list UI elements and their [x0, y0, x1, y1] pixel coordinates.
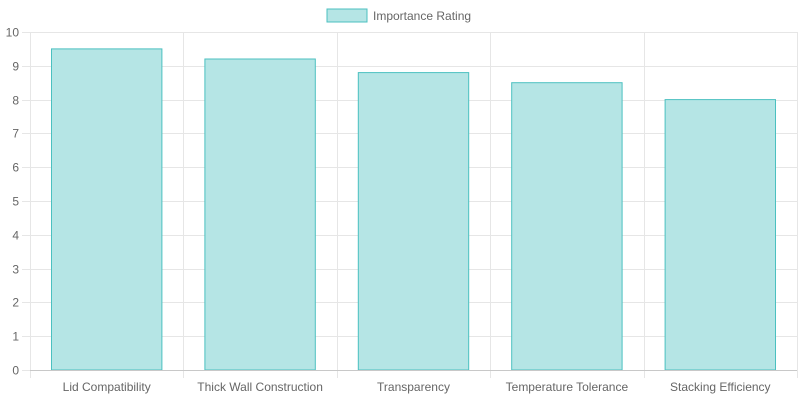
bar[interactable]: [664, 99, 776, 371]
y-tick-label: 10: [6, 26, 20, 40]
bars: [51, 48, 776, 371]
legend-label[interactable]: Importance Rating: [373, 9, 471, 23]
x-tick-labels: Lid Compatibility Thick Wall Construction…: [63, 380, 771, 394]
x-tick-label: Thick Wall Construction: [197, 380, 323, 394]
y-tick-label: 4: [12, 229, 19, 243]
legend[interactable]: Importance Rating: [326, 8, 471, 23]
x-tick-label: Lid Compatibility: [63, 380, 151, 394]
bar[interactable]: [357, 72, 470, 371]
bar[interactable]: [511, 82, 623, 371]
legend-swatch[interactable]: [326, 8, 368, 23]
bar[interactable]: [204, 58, 316, 371]
bar[interactable]: [51, 48, 163, 371]
y-tick-labels: 0 1 2 3 4 5 6 7 8 9 10: [6, 26, 20, 378]
y-tick-label: 6: [12, 161, 19, 175]
y-tick-label: 8: [12, 94, 19, 108]
axes: [22, 32, 797, 371]
y-tick-label: 1: [12, 330, 19, 344]
y-tick-label: 0: [12, 364, 19, 378]
y-tick-label: 7: [12, 127, 19, 141]
y-tick-label: 5: [12, 195, 19, 209]
x-tick-label: Temperature Tolerance: [506, 380, 629, 394]
y-tick-label: 2: [12, 296, 19, 310]
x-tick-label: Transparency: [377, 380, 450, 394]
x-tick-label: Stacking Efficiency: [670, 380, 771, 394]
y-tick-label: 9: [12, 60, 19, 74]
y-tick-label: 3: [12, 263, 19, 277]
